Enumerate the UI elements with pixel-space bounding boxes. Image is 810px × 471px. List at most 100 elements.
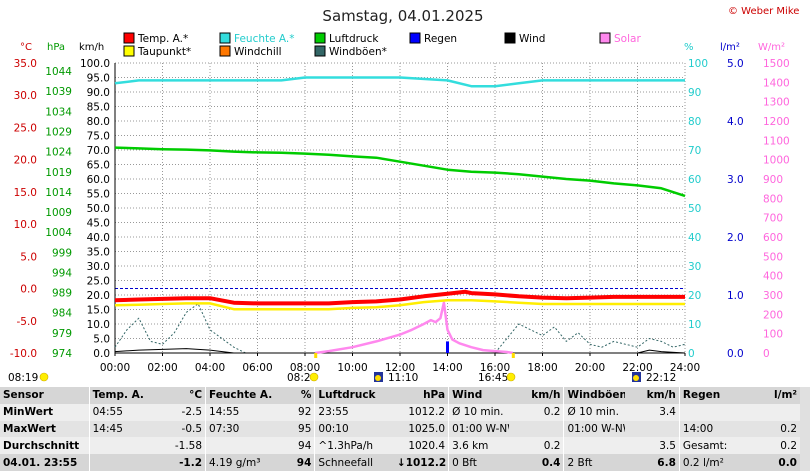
stats-cell: 4.19 g/m³	[205, 454, 285, 471]
sunrise-marker	[314, 353, 318, 358]
legend-swatch	[314, 45, 326, 57]
tick-press: 1014	[45, 187, 72, 199]
moon-icon-glyph	[633, 375, 639, 381]
tick-press: 1009	[45, 207, 72, 219]
tick-hum: 40	[688, 232, 701, 244]
tick-temp: 5.0	[20, 251, 37, 263]
tick-x: 24:00	[670, 362, 700, 374]
tick-solar: 1000	[763, 155, 790, 167]
legend-swatch	[123, 32, 135, 44]
tick-solar: 900	[763, 174, 783, 186]
tick-x: 20:00	[575, 362, 605, 374]
series-feuchtea	[114, 76, 685, 88]
stats-cell: Schneefall	[314, 454, 394, 471]
stats-cell: 94	[284, 454, 315, 471]
unit-speed: km/h	[79, 42, 104, 53]
tick-temp: 10.0	[14, 219, 37, 231]
tick-temp: -5.0	[17, 316, 38, 328]
stats-header-cell: hPa	[393, 387, 449, 404]
credit-link[interactable]: © Weber Mike	[728, 6, 799, 17]
tick-press: 989	[52, 288, 72, 300]
stats-cell: 95	[284, 420, 315, 438]
tick-temp: 35.0	[14, 58, 37, 70]
unit-rain: l/m²	[720, 42, 740, 53]
stats-cell: 0.2	[509, 403, 564, 421]
tick-x: 18:00	[527, 362, 557, 374]
stats-cell: 07:30	[205, 420, 285, 438]
stats-cell: 1012.2	[393, 403, 449, 421]
stats-cell: 94	[284, 437, 315, 455]
stats-cell: 2 Bft	[563, 454, 625, 471]
tick-solar: 700	[763, 213, 783, 225]
stats-header-cell: %	[284, 387, 315, 404]
sun-label: 11:10	[388, 372, 418, 384]
tick-speed: 55.0	[87, 189, 110, 201]
tick-x: 08:00	[290, 362, 320, 374]
plot-area	[114, 76, 686, 355]
tick-hum: 20	[688, 290, 701, 302]
tick-speed: 65.0	[87, 160, 110, 172]
tick-solar: 300	[763, 290, 783, 302]
unit-temp: °C	[20, 42, 32, 53]
stats-cell: 0.4	[509, 454, 564, 471]
stats-cell: ↓1012.2	[393, 454, 449, 471]
sun-icon	[309, 372, 319, 382]
sun-label: 22:12	[646, 372, 676, 384]
tick-rain: 2.0	[727, 232, 744, 244]
stats-cell: 01:00 W-NW 24.8	[563, 420, 625, 438]
tick-rain: 4.0	[727, 116, 744, 128]
stats-cell: 92	[284, 403, 315, 421]
legend-label: Luftdruck	[329, 33, 379, 45]
tick-speed: 25.0	[87, 276, 110, 288]
tick-speed: 85.0	[87, 102, 110, 114]
tick-temp: 20.0	[14, 155, 37, 167]
axis-unit-labels: °C hPa km/h% l/m² W/m²	[20, 42, 785, 53]
series-wind	[114, 348, 686, 354]
tick-press: 1034	[45, 106, 72, 118]
legend-label: Regen	[424, 33, 457, 45]
tick-solar: 200	[763, 309, 783, 321]
tick-speed: 10.0	[87, 319, 110, 331]
tick-speed: 20.0	[87, 290, 110, 302]
stats-header-cell: Wind	[448, 387, 510, 404]
stats-cell: 04.01. 23:55	[0, 454, 90, 471]
tick-press: 1039	[45, 86, 72, 98]
stats-cell: Ø 10 min.	[448, 403, 510, 421]
tick-press: 999	[52, 247, 72, 259]
stats-cell: 14:55	[205, 403, 285, 421]
legend-label: Windböen*	[329, 46, 387, 58]
stats-cell: -2.5	[159, 403, 206, 421]
tick-solar: 1100	[763, 135, 790, 147]
stats-header-cell: km/h	[509, 387, 564, 404]
tick-hum: 100	[688, 58, 708, 70]
tick-hum: 30	[688, 261, 701, 273]
stats-header-cell: Temp. A.	[88, 387, 160, 404]
tick-press: 1044	[45, 66, 72, 78]
legend-label: Feuchte A.*	[234, 33, 295, 45]
stats-cell: -1.2	[159, 454, 206, 471]
rain-bar	[446, 341, 449, 353]
legend-label: Solar	[614, 33, 641, 45]
tick-press: 984	[52, 308, 72, 320]
tick-speed: 50.0	[87, 203, 110, 215]
stats-cell: MinWert	[0, 403, 90, 421]
tick-hum: 50	[688, 203, 701, 215]
sun-moon-row: 08:19 08:26 11:10 16:45 22:12	[8, 353, 676, 384]
tick-solar: 1500	[763, 58, 790, 70]
stats-cell: 04:55	[88, 403, 160, 421]
stats-header-cell: Windböen	[563, 387, 625, 404]
stats-header-cell: l/m²	[760, 387, 800, 404]
moon-icon-glyph	[375, 375, 381, 381]
unit-hum: %	[684, 42, 694, 53]
stats-cell	[205, 437, 285, 455]
stats-cell: 1025.0	[393, 420, 449, 438]
stats-row: Durchschnitt -1.58 94 ^1.3hPa/h 1020.4 3.6 km…	[0, 437, 800, 455]
series-solar	[315, 301, 514, 355]
stats-cell: 3.6 km	[448, 437, 510, 455]
tick-speed: 75.0	[87, 131, 110, 143]
tick-solar: 600	[763, 232, 783, 244]
stats-cell: 0.0	[760, 454, 800, 471]
tick-x: 22:00	[622, 362, 652, 374]
tick-speed: 15.0	[87, 305, 110, 317]
tick-solar: 400	[763, 271, 783, 283]
